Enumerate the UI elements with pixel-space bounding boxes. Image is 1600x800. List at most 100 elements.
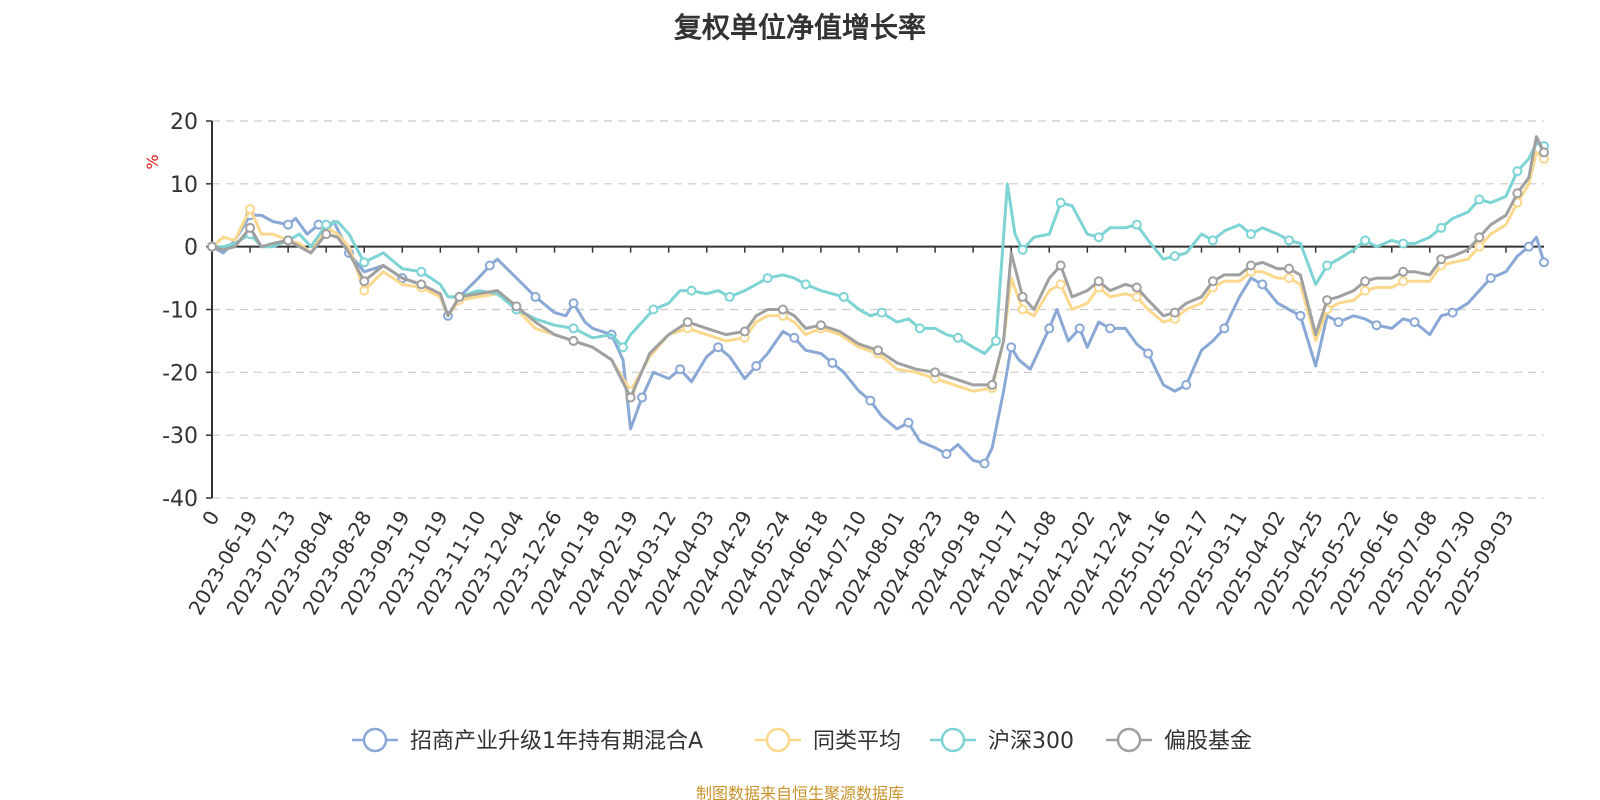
series-point bbox=[1398, 276, 1409, 287]
series-point bbox=[1143, 348, 1154, 359]
series-point bbox=[1219, 323, 1230, 334]
series-point bbox=[618, 342, 629, 353]
legend-marker bbox=[1116, 727, 1142, 753]
y-tick-label: -10 bbox=[162, 299, 198, 324]
series-point bbox=[321, 229, 332, 240]
series-point bbox=[1360, 285, 1371, 296]
y-axis-unit-label: % bbox=[143, 154, 162, 169]
series-point bbox=[359, 285, 370, 296]
legend-label: 沪深300 bbox=[988, 729, 1074, 754]
series-point bbox=[941, 449, 952, 460]
series-point bbox=[1295, 310, 1306, 321]
series-point bbox=[1398, 238, 1409, 249]
series-point bbox=[1360, 276, 1371, 287]
series-point bbox=[1181, 379, 1192, 390]
series-point bbox=[777, 304, 788, 315]
series-point bbox=[1093, 232, 1104, 243]
series-point bbox=[359, 257, 370, 268]
series-point bbox=[207, 241, 217, 252]
series-point bbox=[1523, 241, 1534, 252]
series-point bbox=[1017, 244, 1028, 255]
series-point bbox=[952, 332, 963, 343]
series-point bbox=[1207, 235, 1218, 246]
y-tick-label: -40 bbox=[162, 487, 198, 512]
series-point bbox=[568, 298, 579, 309]
x-tick-label: 0 bbox=[197, 507, 224, 530]
series-point bbox=[359, 276, 370, 287]
series-point bbox=[1245, 260, 1256, 271]
series-point bbox=[1409, 317, 1420, 328]
series-point bbox=[530, 291, 541, 302]
legend-marker bbox=[765, 727, 791, 753]
series-point bbox=[815, 320, 826, 331]
y-tick-label: 10 bbox=[170, 173, 198, 198]
series-point bbox=[1017, 291, 1028, 302]
series-point bbox=[648, 304, 659, 315]
series-point bbox=[1055, 197, 1066, 208]
legend-marker bbox=[940, 727, 966, 753]
series-point bbox=[321, 219, 332, 230]
series-point bbox=[1512, 166, 1523, 177]
series-point bbox=[637, 392, 648, 403]
series-point bbox=[1284, 235, 1295, 246]
series-point bbox=[1245, 229, 1256, 240]
series-point bbox=[511, 301, 522, 312]
series-line bbox=[211, 135, 1546, 399]
series-point bbox=[1474, 232, 1485, 243]
series-point bbox=[914, 323, 925, 334]
series-point bbox=[484, 260, 495, 271]
series-point bbox=[1512, 188, 1523, 199]
series-point bbox=[724, 291, 735, 302]
source-note: 制图数据来自恒生聚源数据库 bbox=[695, 784, 904, 800]
series-point bbox=[789, 332, 800, 343]
y-tick-label: 20 bbox=[170, 110, 198, 135]
series-point bbox=[1371, 320, 1382, 331]
series-point bbox=[245, 203, 256, 214]
series-point bbox=[1055, 260, 1066, 271]
legend-label: 偏股基金 bbox=[1164, 729, 1252, 754]
series-point bbox=[990, 335, 1001, 346]
series-point bbox=[1169, 251, 1180, 262]
series-point bbox=[762, 273, 773, 284]
series-point bbox=[739, 326, 750, 337]
series-point bbox=[1539, 257, 1549, 268]
series-point bbox=[1055, 279, 1066, 290]
series-point bbox=[1169, 307, 1180, 318]
series-point bbox=[1006, 342, 1017, 353]
series-point bbox=[1447, 307, 1458, 318]
series-point bbox=[283, 219, 294, 230]
series-point bbox=[903, 417, 914, 428]
series-point bbox=[1284, 273, 1295, 284]
series-point bbox=[1474, 194, 1485, 205]
series-line bbox=[212, 141, 1545, 355]
y-tick-label: -30 bbox=[162, 424, 198, 449]
series-point bbox=[873, 345, 883, 356]
series-point bbox=[1017, 304, 1028, 315]
series-point bbox=[987, 379, 998, 390]
series-point bbox=[1333, 317, 1344, 328]
series-point bbox=[930, 367, 941, 378]
y-tick-label: 0 bbox=[184, 236, 198, 261]
series-point bbox=[1105, 323, 1116, 334]
series-point bbox=[1284, 263, 1295, 274]
series-point bbox=[682, 317, 693, 328]
series-point bbox=[1322, 260, 1333, 271]
series-point bbox=[1360, 235, 1371, 246]
series-point bbox=[625, 392, 636, 403]
series-point bbox=[865, 395, 876, 406]
series-point bbox=[454, 291, 465, 302]
series-point bbox=[1131, 282, 1142, 293]
series-point bbox=[1044, 323, 1055, 334]
series-line bbox=[211, 213, 1546, 465]
series-point bbox=[416, 279, 427, 290]
legend-marker bbox=[362, 727, 388, 753]
chart-title: 复权单位净值增长率 bbox=[673, 11, 926, 44]
series-point bbox=[1436, 222, 1447, 233]
legend-label: 招商产业升级1年持有期混合A bbox=[410, 729, 703, 754]
series-point bbox=[283, 235, 294, 246]
series-point bbox=[1436, 254, 1447, 265]
series-point bbox=[1485, 273, 1496, 284]
series-point bbox=[675, 364, 686, 375]
series-point bbox=[568, 335, 579, 346]
